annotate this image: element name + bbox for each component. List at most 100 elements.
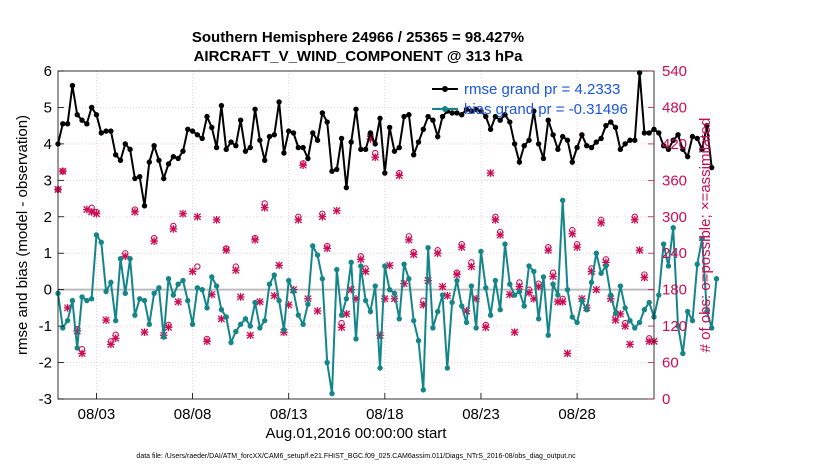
legend-marker-rmse [442,86,448,92]
series-point-bias [233,328,239,335]
obs-assimilated-marker [231,266,240,275]
series-point-bias [656,292,662,298]
series-point-bias [603,263,609,269]
series-point-rmse [88,104,95,111]
y-tick-label: 5 [44,99,52,116]
obs-assimilated-marker [318,212,327,221]
series-point-rmse [228,139,234,145]
series-point-rmse [622,141,628,147]
series-point-rmse [175,155,181,162]
series-point-bias [122,290,128,297]
legend-entry-rmse: rmse grand pr = 4.2333 [464,81,620,98]
obs-assimilated-marker [174,297,183,306]
series-point-bias [209,274,215,280]
series-point-bias [574,319,580,326]
series-point-rmse [137,173,143,180]
obs-assimilated-marker [621,322,630,330]
series-point-bias [334,266,340,273]
series-point-rmse [439,113,446,120]
series-point-bias [324,359,330,366]
series-point-bias [348,259,354,266]
series-point-bias [391,290,398,297]
series-point-bias [684,308,691,315]
series-point-bias [468,283,475,289]
series-point-rmse [69,82,76,89]
obs-assimilated-marker [236,293,245,301]
series-point-bias [204,305,210,311]
series-point-rmse [338,135,345,142]
series-point-rmse [449,110,455,116]
series-point-bias [430,325,436,331]
series-point-rmse [334,166,340,173]
series-point-bias [156,285,162,291]
legend: rmse grand pr = 4.2333 bias grand pr = -… [432,81,628,118]
series-point-bias [420,387,426,393]
x-axis-ticks: 08/03 08/08 08/13 08/18 08/23 08/28 [78,393,596,423]
series-point-bias [199,286,205,293]
series-point-bias [636,319,643,326]
series-point-bias [170,292,177,298]
obs-assimilated-marker [361,267,370,276]
series-point-bias [694,261,700,267]
y-tick-label: -1 [39,318,52,335]
series-point-rmse [699,146,705,153]
series-point-bias [516,288,523,295]
obs-assimilated-marker [203,337,211,346]
obs-assimilated-marker [626,340,634,349]
series-point-rmse [204,113,210,120]
series-point-bias [242,316,249,322]
y-tick-label: 2 [44,209,52,226]
series-point-rmse [435,133,441,140]
series-point-rmse [151,143,157,149]
series-point-rmse [314,137,321,143]
series-point-rmse [132,175,138,182]
obs-assimilated-marker [544,246,553,255]
series-point-bias [252,299,258,306]
series-point-bias [497,307,503,313]
series-point-rmse [252,106,258,112]
series-point-rmse [60,121,66,127]
series-point-bias [127,255,133,262]
series-point-bias [343,296,350,302]
series-point-rmse [425,113,431,120]
series-point-bias [670,225,676,231]
series-point-bias [579,297,585,304]
series-point-bias [459,303,465,309]
series-point-rmse [646,130,652,136]
series-point-rmse [64,121,71,127]
series-point-rmse [329,168,335,174]
series-point-bias [329,390,335,397]
series-point-bias [502,241,508,247]
series-point-rmse [348,139,354,145]
series-point-rmse [636,70,643,76]
series-point-rmse [569,159,575,165]
obs-assimilated-marker [568,229,577,238]
right-tick-label: 360 [662,172,687,189]
obs-assimilated-marker [150,237,158,245]
series-point-bias [622,305,628,311]
series-point-rmse [526,137,532,143]
series-point-rmse [564,137,571,143]
series-point-rmse [161,175,167,182]
series-point-rmse [377,115,383,122]
series-point-bias [257,325,263,331]
series-point-rmse [98,130,104,136]
obs-assimilated-marker [592,285,601,294]
series-point-bias [165,276,172,282]
series-point-bias [137,296,143,302]
series-point-rmse [511,141,518,147]
series-point-rmse [603,122,609,129]
plot-area [54,70,720,397]
series-point-bias [540,274,547,280]
obs-assimilated-marker [467,262,476,271]
obs-assimilated-marker [491,215,500,224]
series-point-rmse [257,137,263,143]
series-point-rmse [146,159,153,165]
series-point-bias [704,308,710,315]
series-point-rmse [343,184,350,191]
series-point-bias [473,325,479,331]
series-point-bias [281,327,287,333]
series-point-rmse [382,170,388,176]
obs-assimilated-marker [630,215,639,224]
obs-assimilated-marker [193,212,202,221]
